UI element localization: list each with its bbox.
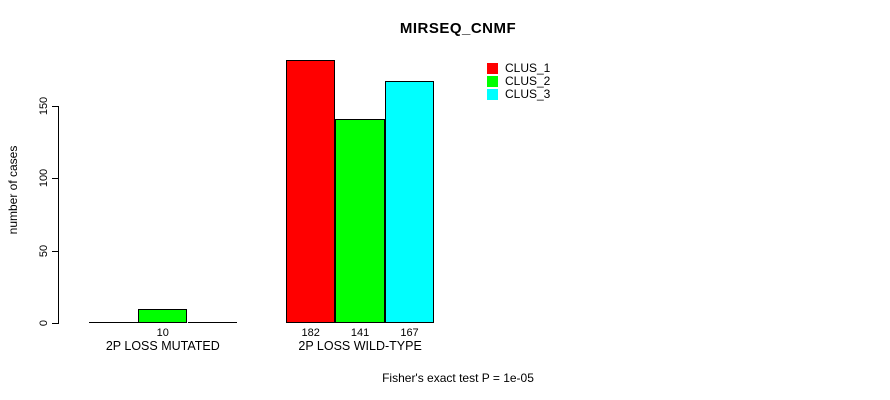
legend-swatch-icon (487, 63, 498, 74)
y-tick-label: 50 (38, 244, 50, 257)
legend-swatch-icon (487, 89, 498, 100)
y-tick-label: 150 (38, 96, 50, 116)
x-category-label: 2P LOSS WILD-TYPE (298, 339, 422, 353)
bar-value-label: 141 (350, 327, 370, 339)
y-axis-label: number of cases (6, 145, 20, 235)
footer-annotation: Fisher's exact test P = 1e-05 (382, 371, 534, 385)
x-category-label: 2P LOSS MUTATED (105, 339, 220, 353)
y-axis (58, 106, 59, 323)
bar-clus_3-2 (384, 81, 435, 323)
legend-item: CLUS_2 (487, 75, 550, 88)
legend-item: CLUS_3 (487, 88, 550, 101)
chart-title: MIRSEQ_CNMF (399, 20, 517, 37)
bar-clus_1-1 (88, 322, 139, 323)
legend-swatch-icon (487, 76, 498, 87)
bar-clus_1-2 (286, 59, 336, 323)
y-tick-label: 0 (38, 319, 50, 327)
bar-value-label: 10 (156, 327, 169, 339)
bar-value-label: 182 (301, 327, 320, 339)
y-tick-mark (52, 178, 59, 180)
legend-label: CLUS_2 (505, 74, 551, 88)
legend-label: CLUS_3 (505, 87, 551, 101)
legend: CLUS_1 CLUS_2 CLUS_3 (487, 62, 550, 101)
legend-label: CLUS_1 (505, 61, 551, 75)
y-tick-mark (52, 250, 59, 252)
bar-clus_2-1 (138, 308, 188, 323)
y-tick-mark (52, 106, 59, 107)
y-tick-mark (52, 323, 59, 324)
bar-clus_2-2 (335, 119, 385, 323)
bar-value-label: 167 (400, 327, 419, 339)
bar-clus_3-1 (187, 322, 237, 323)
y-tick-label: 100 (38, 169, 50, 188)
legend-item: CLUS_1 (487, 62, 550, 75)
